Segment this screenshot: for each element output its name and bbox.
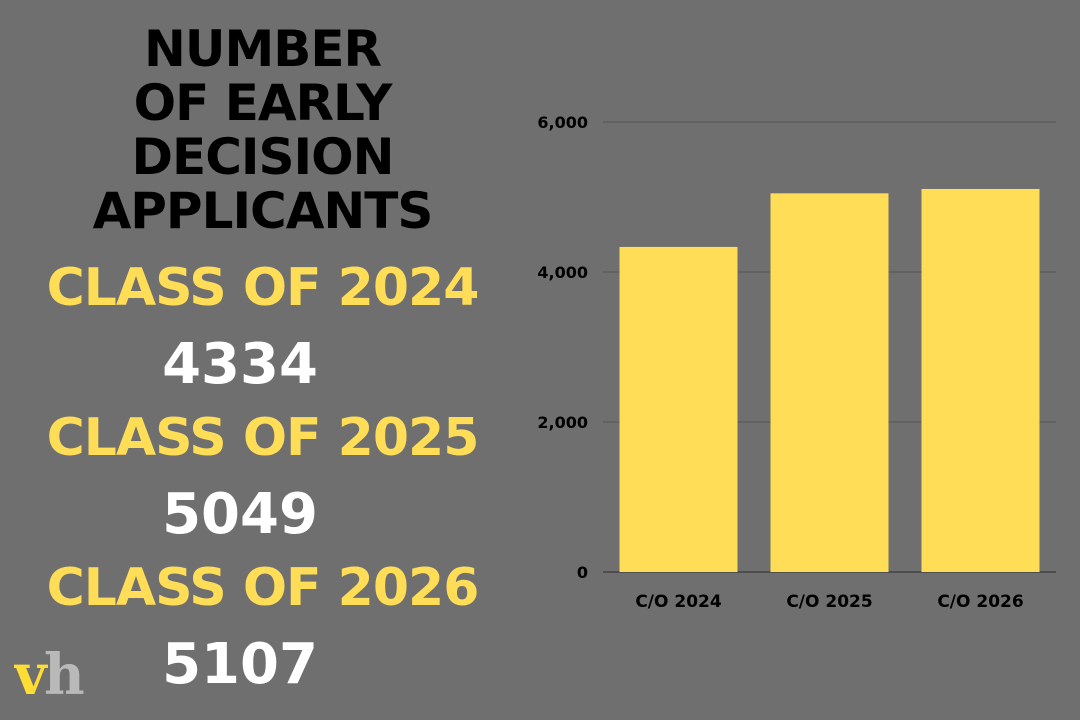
chart-bars bbox=[619, 188, 1040, 572]
vh-logo-v: v bbox=[14, 648, 48, 700]
headline-line-1: NUMBER bbox=[144, 20, 382, 78]
headline-line-3: DECISION bbox=[131, 128, 395, 186]
class-2024-label: CLASS OF 2024 bbox=[46, 258, 480, 318]
y-tick-label: 6,000 bbox=[537, 113, 588, 132]
x-tick-label: C/O 2025 bbox=[786, 592, 872, 612]
x-tick-label: C/O 2026 bbox=[937, 592, 1023, 612]
class-2026-label: CLASS OF 2026 bbox=[46, 558, 480, 618]
class-2025-count: 5049 bbox=[162, 482, 318, 547]
headline-line-2: OF EARLY bbox=[133, 74, 393, 132]
headline-line-4: APPLICANTS bbox=[92, 182, 434, 240]
x-tick-label: C/O 2024 bbox=[635, 592, 722, 612]
class-2025-label: CLASS OF 2025 bbox=[46, 408, 480, 468]
y-tick-label: 4,000 bbox=[537, 263, 588, 282]
vh-logo: v h bbox=[14, 648, 85, 700]
bar-c-o-2025 bbox=[770, 193, 889, 572]
bar-c-o-2024 bbox=[619, 246, 738, 572]
class-2024-count: 4334 bbox=[162, 332, 318, 397]
class-2026-count: 5107 bbox=[162, 632, 318, 697]
chart-y-tick-labels: 0 2,000 4,000 6,000 bbox=[537, 113, 588, 582]
y-tick-label: 0 bbox=[577, 563, 588, 582]
vh-logo-h: h bbox=[44, 648, 85, 700]
y-tick-label: 2,000 bbox=[537, 413, 588, 432]
bar-c-o-2026 bbox=[921, 188, 1040, 572]
chart-x-tick-labels: C/O 2024 C/O 2025 C/O 2026 bbox=[635, 592, 1023, 612]
